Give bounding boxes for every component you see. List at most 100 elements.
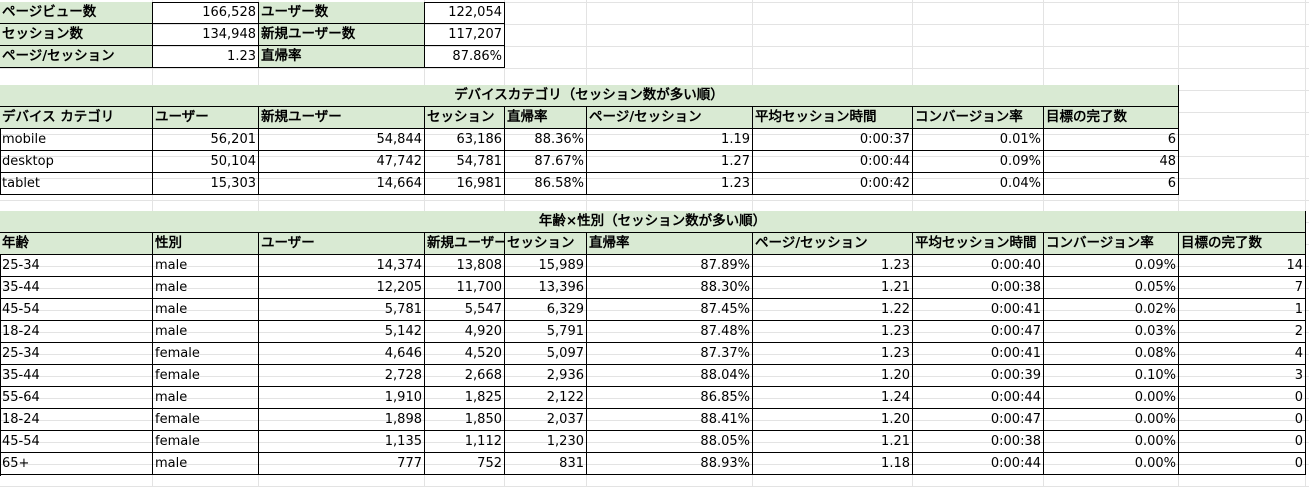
summary-label-sessions[interactable]: セッション数 xyxy=(0,24,153,46)
age-table-cell[interactable]: 0.10% xyxy=(1044,365,1179,387)
age-table-header[interactable]: セッション xyxy=(505,233,587,255)
age-table-cell[interactable]: 1.23 xyxy=(753,343,913,365)
age-table-cell[interactable]: 0.09% xyxy=(1044,255,1179,277)
age-table-cell[interactable]: 1.23 xyxy=(753,255,913,277)
device-table-cell[interactable]: 47,742 xyxy=(259,151,425,173)
age-table-header[interactable]: 目標の完了数 xyxy=(1179,233,1306,255)
device-table-cell[interactable]: 0.04% xyxy=(913,173,1044,195)
age-table-cell[interactable]: 1,898 xyxy=(259,409,425,431)
summary-value-pageviews[interactable]: 166,528 xyxy=(153,2,259,24)
summary-value-pages-per-session[interactable]: 1.23 xyxy=(153,46,259,68)
device-table-cell[interactable]: 1.23 xyxy=(587,173,753,195)
age-table-header[interactable]: ページ/セッション xyxy=(753,233,913,255)
summary-label-pages-per-session[interactable]: ページ/セッション xyxy=(0,46,153,68)
summary-label-pageviews[interactable]: ページビュー数 xyxy=(0,2,153,24)
age-table-cell[interactable]: 87.45% xyxy=(587,299,753,321)
device-table-cell[interactable]: 54,844 xyxy=(259,129,425,151)
age-table-cell[interactable]: 0:00:38 xyxy=(913,431,1044,453)
age-table-cell[interactable]: 2,037 xyxy=(505,409,587,431)
age-table-cell[interactable]: 55-64 xyxy=(0,387,153,409)
age-table-cell[interactable]: 3 xyxy=(1179,365,1306,387)
summary-value-new-users[interactable]: 117,207 xyxy=(425,24,505,46)
age-table-cell[interactable]: 0:00:47 xyxy=(913,409,1044,431)
age-table-cell[interactable]: female xyxy=(153,431,259,453)
age-table-header[interactable]: コンバージョン率 xyxy=(1044,233,1179,255)
age-table-cell[interactable]: 1.24 xyxy=(753,387,913,409)
age-table-cell[interactable]: 45-54 xyxy=(0,431,153,453)
age-table-cell[interactable]: 0 xyxy=(1179,409,1306,431)
age-table-cell[interactable]: 2,122 xyxy=(505,387,587,409)
device-table-cell[interactable]: 87.67% xyxy=(505,151,587,173)
age-table-cell[interactable]: female xyxy=(153,409,259,431)
age-table-header[interactable]: 平均セッション時間 xyxy=(913,233,1044,255)
age-table-cell[interactable]: 2 xyxy=(1179,321,1306,343)
device-table-header[interactable]: 新規ユーザー xyxy=(259,107,425,129)
device-table-cell[interactable]: desktop xyxy=(0,151,153,173)
age-table-cell[interactable]: 0.05% xyxy=(1044,277,1179,299)
age-table-cell[interactable]: 1.18 xyxy=(753,453,913,475)
age-table-cell[interactable]: 0:00:41 xyxy=(913,299,1044,321)
age-table-cell[interactable]: 87.37% xyxy=(587,343,753,365)
device-table-cell[interactable]: 88.36% xyxy=(505,129,587,151)
age-table-cell[interactable]: 777 xyxy=(259,453,425,475)
age-table-cell[interactable]: 0:00:39 xyxy=(913,365,1044,387)
age-table-cell[interactable]: 1,135 xyxy=(259,431,425,453)
age-table-header[interactable]: 直帰率 xyxy=(587,233,753,255)
age-table-cell[interactable]: 0.08% xyxy=(1044,343,1179,365)
device-table-header[interactable]: コンバージョン率 xyxy=(913,107,1044,129)
age-table-cell[interactable]: 11,700 xyxy=(425,277,505,299)
age-table-cell[interactable]: 25-34 xyxy=(0,255,153,277)
device-table-cell[interactable]: 0.01% xyxy=(913,129,1044,151)
device-table-header[interactable]: ユーザー xyxy=(153,107,259,129)
age-table-header[interactable]: 年齢 xyxy=(0,233,153,255)
age-table-cell[interactable]: 0 xyxy=(1179,453,1306,475)
device-table-cell[interactable]: 16,981 xyxy=(425,173,505,195)
device-table-cell[interactable]: 54,781 xyxy=(425,151,505,173)
device-table-cell[interactable]: 0:00:44 xyxy=(753,151,913,173)
age-table-cell[interactable]: 0:00:40 xyxy=(913,255,1044,277)
device-table-cell[interactable]: tablet xyxy=(0,173,153,195)
age-table-cell[interactable]: 4,920 xyxy=(425,321,505,343)
age-table-cell[interactable]: 25-34 xyxy=(0,343,153,365)
age-table-title[interactable]: 年齢×性別（セッション数が多い順） xyxy=(0,211,1306,233)
age-table-cell[interactable]: 2,668 xyxy=(425,365,505,387)
device-table-header[interactable]: ページ/セッション xyxy=(587,107,753,129)
age-table-cell[interactable]: 1.21 xyxy=(753,277,913,299)
age-table-cell[interactable]: 5,097 xyxy=(505,343,587,365)
age-table-cell[interactable]: 88.41% xyxy=(587,409,753,431)
age-table-cell[interactable]: 1 xyxy=(1179,299,1306,321)
device-table-cell[interactable]: 0:00:42 xyxy=(753,173,913,195)
age-table-cell[interactable]: 87.89% xyxy=(587,255,753,277)
age-table-header[interactable]: ユーザー xyxy=(259,233,425,255)
age-table-cell[interactable]: 0.00% xyxy=(1044,409,1179,431)
age-table-cell[interactable]: female xyxy=(153,343,259,365)
age-table-cell[interactable]: 0:00:38 xyxy=(913,277,1044,299)
age-table-cell[interactable]: 88.93% xyxy=(587,453,753,475)
device-table-cell[interactable]: 0.09% xyxy=(913,151,1044,173)
age-table-cell[interactable]: 35-44 xyxy=(0,365,153,387)
age-table-cell[interactable]: male xyxy=(153,387,259,409)
device-table-cell[interactable]: 48 xyxy=(1044,151,1179,173)
device-table-header[interactable]: デバイス カテゴリ xyxy=(0,107,153,129)
age-table-cell[interactable]: 15,989 xyxy=(505,255,587,277)
age-table-cell[interactable]: 6,329 xyxy=(505,299,587,321)
age-table-cell[interactable]: 831 xyxy=(505,453,587,475)
age-table-cell[interactable]: 13,396 xyxy=(505,277,587,299)
age-table-cell[interactable]: 0.00% xyxy=(1044,431,1179,453)
age-table-cell[interactable]: 86.85% xyxy=(587,387,753,409)
age-table-cell[interactable]: 1,910 xyxy=(259,387,425,409)
device-table-cell[interactable]: 15,303 xyxy=(153,173,259,195)
age-table-cell[interactable]: 7 xyxy=(1179,277,1306,299)
age-table-cell[interactable]: 5,142 xyxy=(259,321,425,343)
age-table-cell[interactable]: 14 xyxy=(1179,255,1306,277)
age-table-cell[interactable]: 5,791 xyxy=(505,321,587,343)
device-table-cell[interactable]: 1.27 xyxy=(587,151,753,173)
age-table-cell[interactable]: 88.30% xyxy=(587,277,753,299)
age-table-cell[interactable]: 5,547 xyxy=(425,299,505,321)
summary-label-bounce-rate[interactable]: 直帰率 xyxy=(259,46,425,68)
age-table-cell[interactable]: female xyxy=(153,365,259,387)
device-table-cell[interactable]: 14,664 xyxy=(259,173,425,195)
device-table-cell[interactable]: 6 xyxy=(1044,173,1179,195)
age-table-cell[interactable]: 4,646 xyxy=(259,343,425,365)
device-table-cell[interactable]: mobile xyxy=(0,129,153,151)
